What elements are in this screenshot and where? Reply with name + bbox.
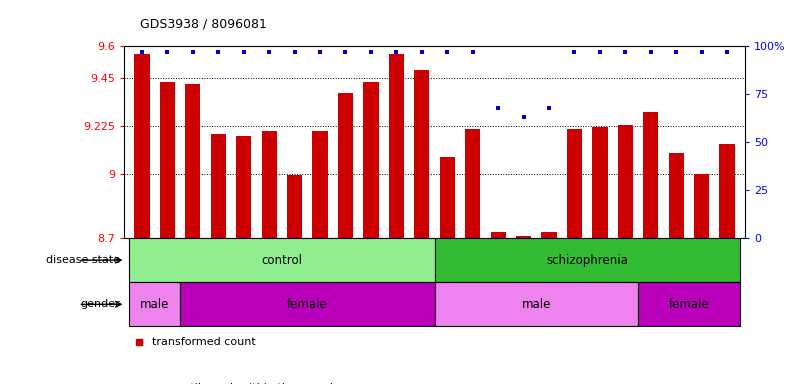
Point	[594, 49, 606, 55]
Point	[161, 49, 174, 55]
Point	[237, 49, 250, 55]
Text: female: female	[287, 298, 328, 311]
Bar	[211, 134, 226, 238]
Point	[670, 49, 682, 55]
Bar	[618, 125, 633, 238]
Point	[135, 49, 148, 55]
Bar	[414, 70, 429, 238]
Text: male: male	[521, 298, 551, 311]
Text: transformed count: transformed count	[152, 337, 256, 347]
Bar	[338, 93, 353, 238]
Bar	[440, 157, 455, 238]
Point	[212, 49, 225, 55]
Text: female: female	[669, 298, 710, 311]
Point	[695, 49, 708, 55]
Bar	[435, 282, 638, 326]
Point	[187, 49, 199, 55]
Bar	[719, 144, 735, 238]
Point	[390, 49, 403, 55]
Bar	[592, 127, 607, 238]
Bar	[287, 175, 302, 238]
Text: percentile rank within the sample: percentile rank within the sample	[152, 383, 340, 384]
Point	[466, 49, 479, 55]
Bar	[465, 129, 481, 238]
Bar	[236, 136, 252, 238]
Bar	[364, 82, 379, 238]
Text: gender: gender	[80, 299, 120, 310]
Point	[339, 49, 352, 55]
Bar	[129, 282, 180, 326]
Point	[133, 339, 146, 345]
Point	[492, 104, 505, 111]
Text: control: control	[261, 254, 303, 266]
Bar	[435, 238, 740, 282]
Bar	[262, 131, 277, 238]
Bar	[694, 174, 710, 238]
Bar	[567, 129, 582, 238]
Point	[619, 49, 632, 55]
Bar	[541, 232, 557, 238]
Point	[364, 49, 377, 55]
Bar	[135, 53, 150, 238]
Point	[721, 49, 734, 55]
Bar	[490, 232, 505, 238]
Bar	[638, 282, 740, 326]
Bar	[159, 82, 175, 238]
Bar	[129, 238, 434, 282]
Text: male: male	[140, 298, 169, 311]
Text: schizophrenia: schizophrenia	[546, 254, 628, 266]
Point	[542, 104, 555, 111]
Point	[441, 49, 453, 55]
Text: disease state: disease state	[46, 255, 120, 265]
Point	[314, 49, 327, 55]
Bar	[643, 112, 658, 238]
Point	[568, 49, 581, 55]
Bar	[669, 153, 684, 238]
Point	[517, 114, 530, 120]
Text: GDS3938 / 8096081: GDS3938 / 8096081	[140, 18, 267, 31]
Point	[288, 49, 301, 55]
Bar	[185, 84, 200, 238]
Bar	[516, 236, 531, 238]
Point	[644, 49, 657, 55]
Point	[416, 49, 429, 55]
Bar	[180, 282, 435, 326]
Bar	[388, 53, 404, 238]
Bar	[312, 131, 328, 238]
Point	[263, 49, 276, 55]
